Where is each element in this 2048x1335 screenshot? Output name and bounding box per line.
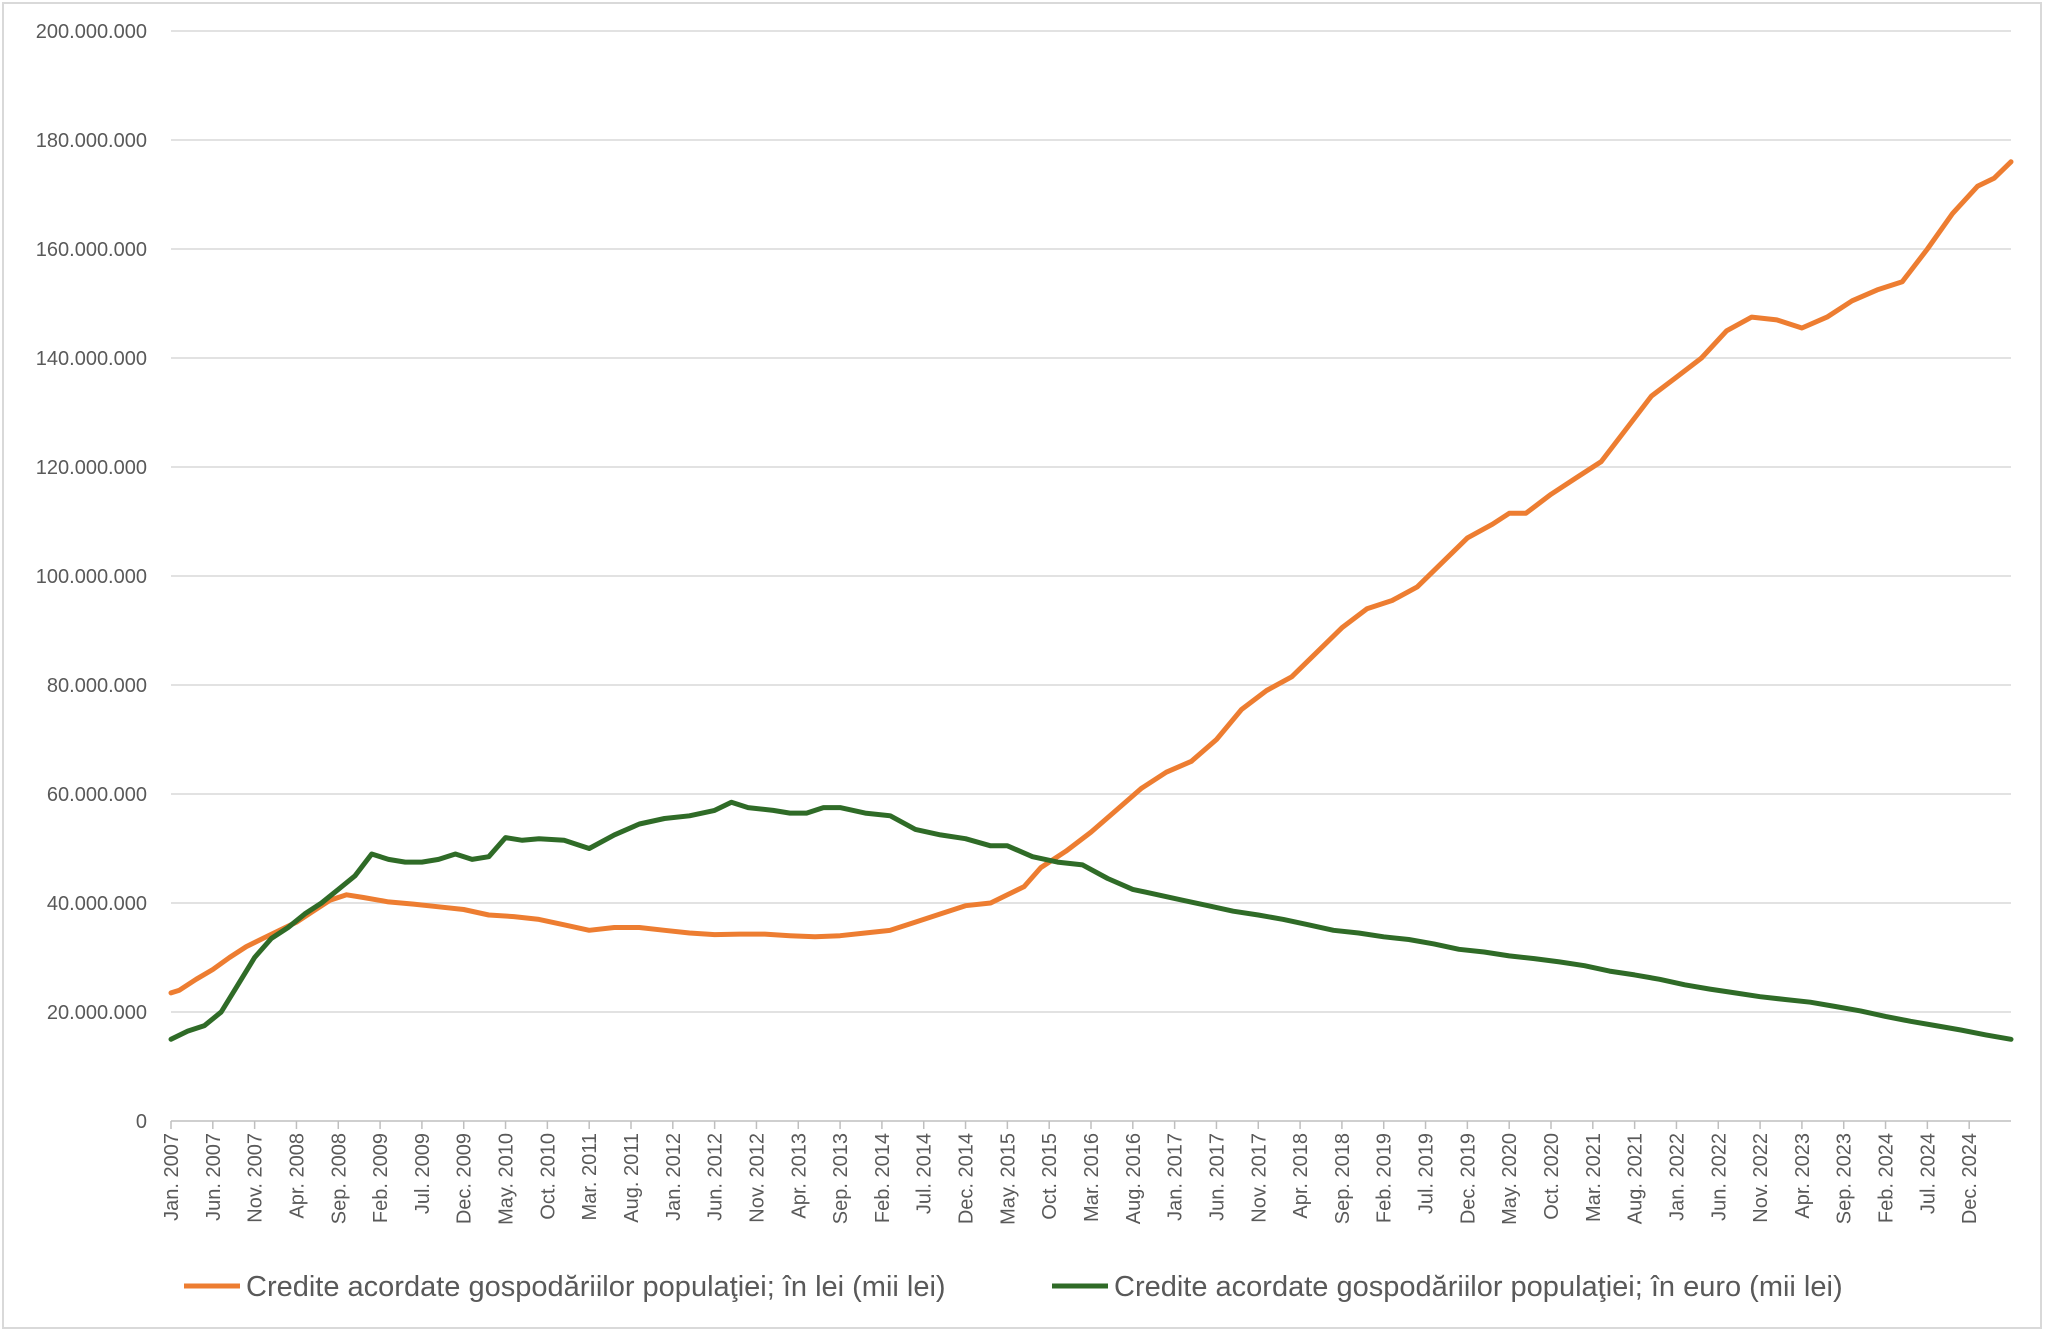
x-tick-label: Feb. 2009	[370, 1133, 392, 1223]
axes	[170, 1120, 2011, 1129]
x-tick-label: Feb. 2019	[1374, 1133, 1396, 1223]
x-tick-label: Jan. 2022	[1666, 1133, 1688, 1221]
x-tick-labels: Jan. 2007 Jun. 2007 Nov. 2007 Apr. 2008 Sep.…	[161, 1133, 1981, 1225]
y-tick-label: 160.000.000	[36, 239, 147, 261]
y-tick-label: 100.000.000	[36, 566, 147, 588]
x-tick-label: May. 2020	[1499, 1133, 1521, 1225]
x-tick-label: Dec. 2014	[956, 1133, 978, 1224]
x-tick-label: Aug. 2011	[621, 1133, 643, 1223]
x-tick-label: Nov. 2007	[245, 1133, 267, 1223]
x-tick-label: Nov. 2022	[1750, 1133, 1772, 1223]
y-tick-label: 20.000.000	[47, 1002, 147, 1024]
x-tick-label: Oct. 2010	[537, 1133, 559, 1220]
x-tick-label: Feb. 2014	[872, 1133, 894, 1223]
x-tick-label: Jul. 2024	[1917, 1133, 1939, 1214]
x-tick-label: Jan. 2007	[161, 1133, 183, 1221]
x-tick-label: Dec. 2019	[1457, 1133, 1479, 1224]
x-tick-label: Apr. 2013	[788, 1133, 810, 1219]
x-tick-label: Jun. 2022	[1708, 1133, 1730, 1221]
x-tick-label: Apr. 2008	[286, 1133, 308, 1219]
x-tick-label: Sep. 2008	[328, 1133, 350, 1224]
x-tick-label: Sep. 2018	[1332, 1133, 1354, 1224]
y-tick-label: 180.000.000	[36, 130, 147, 152]
y-tick-label: 120.000.000	[36, 457, 147, 479]
x-tick-label: Jun. 2012	[705, 1133, 727, 1221]
y-tick-label: 0	[136, 1111, 147, 1133]
x-tick-label: Nov. 2017	[1248, 1133, 1270, 1223]
x-tick-label: Jul. 2014	[914, 1133, 936, 1214]
x-tick-label: Aug. 2021	[1625, 1133, 1647, 1224]
x-tick-label: Dec. 2009	[454, 1133, 476, 1224]
x-tick-label: Apr. 2018	[1290, 1133, 1312, 1219]
x-tick-label: Jul. 2009	[412, 1133, 434, 1214]
x-tick-label: Aug. 2016	[1123, 1133, 1145, 1224]
x-tick-label: Sep. 2023	[1834, 1133, 1856, 1224]
x-tick-label: May. 2015	[997, 1133, 1019, 1225]
x-tick-label: Jun. 2007	[203, 1133, 225, 1221]
legend-label: Credite acordate gospodăriilor populaţie…	[1114, 1271, 1843, 1303]
series-lines	[168, 159, 2014, 1042]
y-tick-label: 200.000.000	[36, 21, 147, 43]
x-tick-label: May. 2010	[496, 1133, 518, 1225]
y-tick-labels: 0 20.000.000 40.000.000 60.000.000 80.000.00…	[36, 21, 147, 1133]
gridlines	[171, 30, 2011, 1013]
x-tick-label: Mar. 2021	[1583, 1133, 1605, 1222]
series-line-lei	[168, 159, 2014, 996]
x-tick-label: Jan. 2017	[1165, 1133, 1187, 1221]
x-tick-label: Sep. 2013	[830, 1133, 852, 1224]
series-line-euro	[168, 799, 2014, 1042]
y-tick-label: 40.000.000	[47, 893, 147, 915]
x-tick-label: Apr. 2023	[1792, 1133, 1814, 1219]
x-tick-label: Jun. 2017	[1206, 1133, 1228, 1221]
x-tick-label: Oct. 2015	[1039, 1133, 1061, 1220]
x-tick-label: Jul. 2019	[1416, 1133, 1438, 1214]
y-tick-label: 60.000.000	[47, 784, 147, 806]
legend-label: Credite acordate gospodăriilor populaţie…	[246, 1271, 946, 1303]
x-tick-label: Mar. 2011	[579, 1133, 601, 1220]
x-tick-label: Jan. 2012	[663, 1133, 685, 1221]
x-tick-label: Oct. 2020	[1541, 1133, 1563, 1220]
y-tick-label: 140.000.000	[36, 348, 147, 370]
legend: Credite acordate gospodăriilor populaţie…	[184, 1271, 1843, 1303]
x-tick-label: Feb. 2024	[1876, 1133, 1898, 1223]
y-tick-label: 80.000.000	[47, 675, 147, 697]
x-tick-label: Dec. 2024	[1959, 1133, 1981, 1224]
x-tick-label: Mar. 2016	[1081, 1133, 1103, 1222]
x-tick-label: Nov. 2012	[746, 1133, 768, 1223]
